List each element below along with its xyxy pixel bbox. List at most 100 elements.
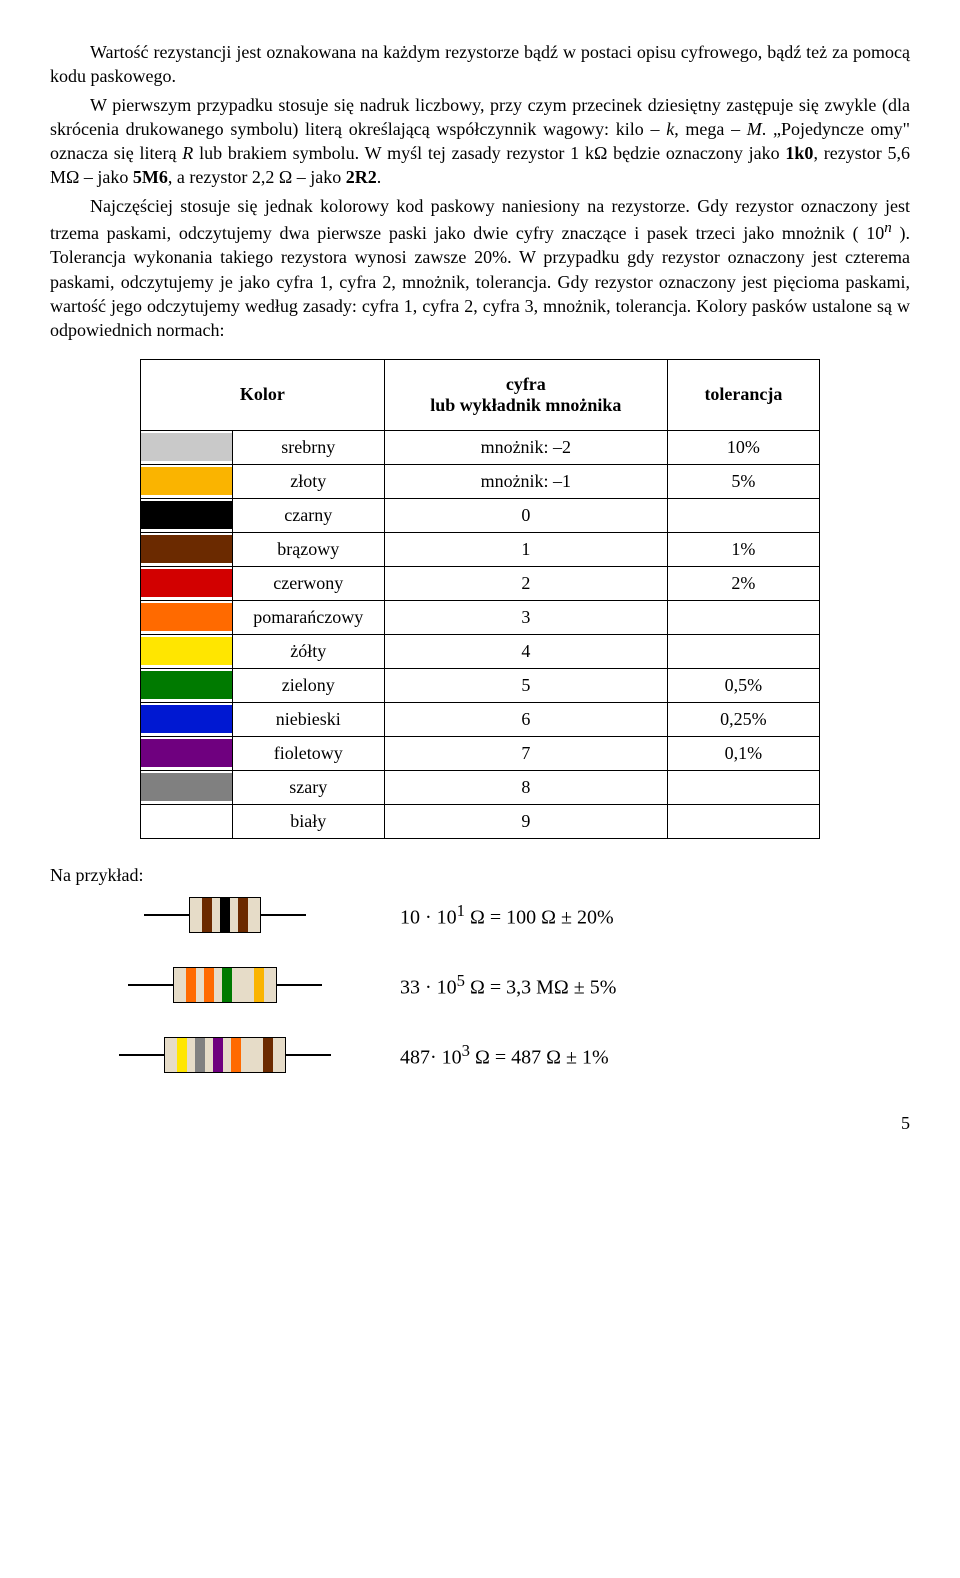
color-swatch xyxy=(141,569,232,597)
paragraph-1b: W pierwszym przypadku stosuje się nadruk… xyxy=(50,93,910,190)
digit-cell: 0 xyxy=(384,498,667,532)
tolerance-cell: 0,1% xyxy=(667,736,819,770)
resistor-lead xyxy=(128,984,173,986)
resistor-lead xyxy=(277,984,322,986)
tolerance-cell xyxy=(667,600,819,634)
color-label: biały xyxy=(232,804,384,838)
color-label: brązowy xyxy=(232,532,384,566)
text: , a rezystor 2,2 Ω – jako xyxy=(168,167,346,187)
tolerance-cell xyxy=(667,770,819,804)
tolerance-cell xyxy=(667,498,819,532)
color-swatch xyxy=(141,501,232,529)
resistor-diagram xyxy=(50,897,400,933)
resistor-color-table: Kolor cyfralub wykładnik mnożnika tolera… xyxy=(140,359,820,839)
header-color: Kolor xyxy=(141,359,385,430)
paragraph-2: Najczęściej stosuje się jednak kolorowy … xyxy=(50,194,910,343)
color-swatch-cell xyxy=(141,668,233,702)
text: , mega – xyxy=(674,119,747,139)
tolerance-cell: 0,5% xyxy=(667,668,819,702)
color-label: fioletowy xyxy=(232,736,384,770)
color-label: srebrny xyxy=(232,430,384,464)
tolerance-cell: 10% xyxy=(667,430,819,464)
color-swatch-cell xyxy=(141,600,233,634)
color-swatch xyxy=(141,705,232,733)
color-swatch xyxy=(141,433,232,461)
text: . xyxy=(377,167,382,187)
color-swatch xyxy=(141,535,232,563)
color-swatch-cell xyxy=(141,566,233,600)
resistor-body xyxy=(164,1037,286,1073)
page-number: 5 xyxy=(50,1113,910,1134)
color-swatch xyxy=(141,603,232,631)
example-equation: 10 · 101 Ω = 100 Ω ± 20% xyxy=(400,901,614,930)
example-row: 33 · 105 Ω = 3,3 MΩ ± 5% xyxy=(50,967,910,1003)
color-swatch-cell xyxy=(141,702,233,736)
resistor-band xyxy=(195,1038,205,1072)
digit-cell: 8 xyxy=(384,770,667,804)
digit-cell: 3 xyxy=(384,600,667,634)
tolerance-cell: 0,25% xyxy=(667,702,819,736)
paragraph-1a: Wartość rezystancji jest oznakowana na k… xyxy=(50,40,910,89)
color-swatch-cell xyxy=(141,804,233,838)
color-label: pomarańczowy xyxy=(232,600,384,634)
resistor-lead xyxy=(144,914,189,916)
example-equation: 487· 103 Ω = 487 Ω ± 1% xyxy=(400,1041,609,1070)
italic-r: R xyxy=(182,143,193,163)
color-label: zielony xyxy=(232,668,384,702)
color-swatch xyxy=(141,807,232,835)
color-swatch xyxy=(141,467,232,495)
digit-cell: 9 xyxy=(384,804,667,838)
table-row: fioletowy70,1% xyxy=(141,736,820,770)
digit-cell: mnożnik: –2 xyxy=(384,430,667,464)
color-swatch-cell xyxy=(141,634,233,668)
header-tolerance: tolerancja xyxy=(667,359,819,430)
tolerance-cell: 5% xyxy=(667,464,819,498)
example-label: Na przykład: xyxy=(50,863,910,887)
resistor-band xyxy=(254,968,264,1002)
bold-5m6: 5M6 xyxy=(133,167,168,187)
color-swatch-cell xyxy=(141,430,233,464)
table-row: czerwony22% xyxy=(141,566,820,600)
color-swatch-cell xyxy=(141,736,233,770)
example-row: 10 · 101 Ω = 100 Ω ± 20% xyxy=(50,897,910,933)
color-label: szary xyxy=(232,770,384,804)
resistor-lead xyxy=(286,1054,331,1056)
color-swatch-cell xyxy=(141,464,233,498)
bold-1k0: 1k0 xyxy=(785,143,813,163)
resistor-band xyxy=(238,898,248,932)
table-row: czarny0 xyxy=(141,498,820,532)
resistor-band xyxy=(186,968,196,1002)
table-row: pomarańczowy3 xyxy=(141,600,820,634)
tolerance-cell: 1% xyxy=(667,532,819,566)
digit-cell: 7 xyxy=(384,736,667,770)
resistor-lead xyxy=(261,914,306,916)
digit-cell: mnożnik: –1 xyxy=(384,464,667,498)
tolerance-cell xyxy=(667,634,819,668)
text: Najczęściej stosuje się jednak kolorowy … xyxy=(50,196,910,243)
resistor-band xyxy=(263,1038,273,1072)
resistor-body xyxy=(189,897,261,933)
resistor-band xyxy=(204,968,214,1002)
resistor-lead xyxy=(119,1054,164,1056)
resistor-band xyxy=(202,898,212,932)
digit-cell: 4 xyxy=(384,634,667,668)
examples-container: 10 · 101 Ω = 100 Ω ± 20% 33 · 105 Ω = 3,3… xyxy=(50,897,910,1073)
color-swatch-cell xyxy=(141,498,233,532)
italic-m: M xyxy=(747,119,762,139)
resistor-diagram xyxy=(50,967,400,1003)
table-row: srebrnymnożnik: –210% xyxy=(141,430,820,464)
table-row: niebieski60,25% xyxy=(141,702,820,736)
digit-cell: 2 xyxy=(384,566,667,600)
header-digit: cyfralub wykładnik mnożnika xyxy=(384,359,667,430)
resistor-band xyxy=(231,1038,241,1072)
color-swatch-cell xyxy=(141,532,233,566)
text: lub brakiem symbolu. W myśl tej zasady r… xyxy=(193,143,785,163)
color-label: złoty xyxy=(232,464,384,498)
table-row: biały9 xyxy=(141,804,820,838)
color-label: żółty xyxy=(232,634,384,668)
color-swatch-cell xyxy=(141,770,233,804)
bold-2r2: 2R2 xyxy=(346,167,377,187)
resistor-band xyxy=(177,1038,187,1072)
color-swatch xyxy=(141,773,232,801)
color-label: czerwony xyxy=(232,566,384,600)
